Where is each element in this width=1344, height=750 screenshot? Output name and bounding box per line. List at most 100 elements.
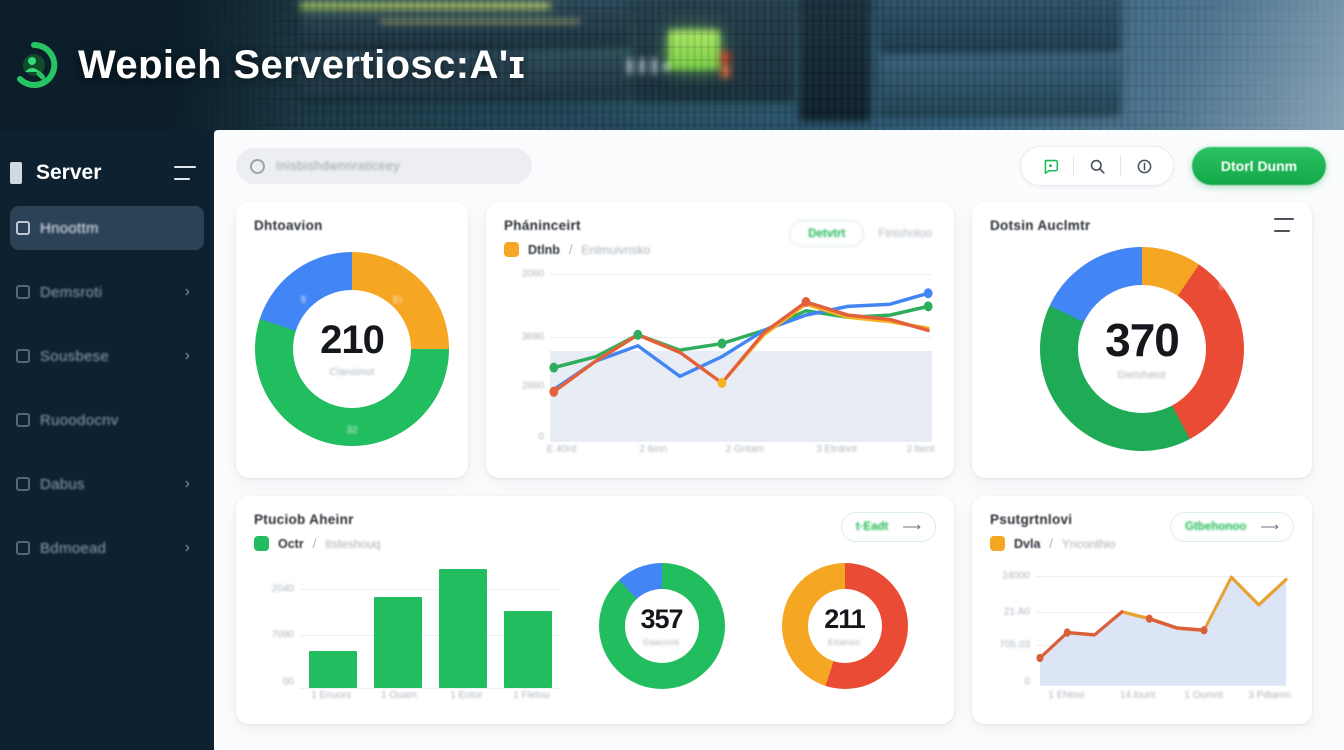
x-tick: 1 Ouam (381, 690, 417, 701)
sidebar-item-4[interactable]: Dabus › (10, 462, 204, 506)
chart-legend: Dvla / Ynconthio (990, 536, 1170, 551)
y-tick: 2060 (521, 268, 544, 280)
donut-center-value: 211 (824, 603, 866, 634)
divider (1120, 155, 1121, 177)
sidebar-item-label: Sousbese (40, 347, 110, 365)
segment-label: fi (301, 295, 306, 306)
plot-area (549, 267, 933, 442)
gauges-action-button[interactable]: t·Eadt ⟶ (840, 512, 936, 542)
usage-bar-chart[interactable]: 2040 7090 00 (254, 561, 564, 710)
y-tick: 2860 (521, 380, 544, 392)
legend-swatch-icon (504, 242, 519, 257)
x-axis: 1 Ehtovi 14.lount 1 Oumnt 3 Pdtamn (1036, 690, 1291, 710)
segment-label: 32 (346, 425, 358, 436)
x-tick: 14.lount (1119, 690, 1156, 701)
sidebar-item-label: Dabus (40, 475, 85, 493)
search-icon[interactable] (1074, 147, 1120, 185)
legend-label: Octr (278, 536, 304, 551)
donut-center-label: Clanoinut (329, 366, 375, 378)
donut-center-value: 370 (1105, 313, 1180, 366)
card-title: Psutgrtnlovi (990, 512, 1073, 527)
segment-label: ti (1219, 281, 1224, 292)
sidebar-item-5[interactable]: Bdmoead › (10, 526, 204, 570)
hamburger-icon[interactable] (174, 166, 196, 180)
chevron-right-icon: › (184, 347, 190, 364)
legend-sublabel: Ynconthio (1061, 536, 1116, 551)
bar[interactable] (503, 610, 552, 688)
card-performance: Pháninceirt Dtlnb / Entmuivnsko Detvtrt … (486, 202, 954, 478)
search-input[interactable]: Inisbishdwnnraticeey (236, 148, 532, 184)
legend-sublabel: Itsteshouq (325, 536, 381, 551)
donut-center-value: 357 (640, 603, 683, 634)
dashboard-grid: Dhtoavion 210 Clanoinut fi Ei 32 (214, 202, 1344, 740)
card-header: Dhtoavion (254, 218, 450, 233)
sidebar-item-1[interactable]: Demsroti › (10, 270, 204, 314)
bar[interactable] (308, 651, 357, 688)
chevron-right-icon: › (184, 475, 190, 492)
distribution-donut-chart[interactable]: 210 Clanoinut fi Ei 32 (254, 233, 450, 464)
x-axis: 1 Enuors 1 Ouam 1 Eotor 1 Fletnu (300, 690, 560, 710)
status-donut-chart[interactable]: 370 Dietshatot ti ti (990, 233, 1294, 464)
gauge-right-donut[interactable]: 211 Ettansic (781, 563, 908, 689)
donut-center-value: 210 (320, 317, 385, 362)
card-header: Pháninceirt Dtlnb / Entmuivnsko Detvtrt … (504, 218, 936, 257)
legend-swatch-icon (990, 536, 1005, 551)
sidebar-item-2[interactable]: Sousbese › (10, 334, 204, 378)
search-placeholder: Inisbishdwnnraticeey (276, 159, 401, 173)
plot-area (1036, 561, 1290, 688)
card-trend: Psutgrtnlovi Dvla / Ynconthio Gtbehonoo … (972, 496, 1312, 724)
app-logo-icon[interactable] (10, 41, 58, 89)
legend-separator: / (1049, 536, 1053, 551)
dashboard-row-2: Ptucіob Aheinr Octr / Itsteshouq 2040 70… (236, 496, 1326, 724)
x-tick: 3 Etrdnnt (816, 444, 857, 455)
kebab-icon[interactable] (1274, 218, 1294, 232)
card-distribution: Dhtoavion 210 Clanoinut fi Ei 32 (236, 202, 468, 478)
x-tick: 1 Fletnu (513, 690, 550, 701)
segment-label: ti (1048, 289, 1053, 300)
tab-active[interactable]: Detvtrt (789, 220, 865, 247)
tab-inactive[interactable]: Ftnishotoo (878, 227, 932, 240)
toolbar-actions: Dtorl Dunm (1020, 146, 1326, 186)
bar-group (300, 561, 560, 688)
icon-button-group (1020, 146, 1174, 186)
primary-action-button[interactable]: Dtorl Dunm (1192, 147, 1326, 185)
y-tick: 00 (282, 676, 294, 688)
sidebar-item-label: Bdmoead (40, 539, 107, 557)
search-circle-icon (250, 158, 265, 174)
chart-tab-group: Detvtrt Ftnishotoo (789, 220, 936, 247)
y-tick: 0 (1024, 676, 1030, 688)
trend-action-button[interactable]: Gtbehonoo ⟶ (1170, 512, 1294, 542)
x-tick: 1 Enuors (311, 690, 352, 701)
y-tick: 24000 (1002, 570, 1030, 582)
sidebar-item-label: Ruoodocnv (40, 411, 119, 429)
app-header: Weɒieh Servertiosc:A'ɪ (0, 0, 1344, 130)
message-icon[interactable] (1027, 147, 1073, 185)
sidebar-item-0[interactable]: Hnoottm (10, 206, 204, 250)
x-tick: 1 Ehtovi (1048, 690, 1085, 701)
gauge-left-donut[interactable]: 357 Daaconit (598, 563, 725, 689)
sidebar-title: Server (36, 161, 102, 184)
sidebar-item-3[interactable]: Ruoodocnv (10, 398, 204, 442)
gauges-header: t·Eadt ⟶ (570, 512, 936, 542)
dashboard-row-1: Dhtoavion 210 Clanoinut fi Ei 32 (236, 202, 1326, 478)
chevron-right-icon: › (184, 539, 190, 556)
info-icon[interactable] (1121, 147, 1167, 185)
chart-legend: Dtlnb / Entmuivnsko (504, 242, 789, 257)
plot-area (300, 561, 560, 689)
trend-area-chart[interactable]: 24000 21.A0 705.03 0 (990, 561, 1294, 710)
bar[interactable] (438, 568, 487, 688)
bar[interactable] (373, 596, 422, 688)
sidebar-header: Server (0, 146, 214, 200)
chevron-right-icon: › (184, 283, 190, 300)
arrow-right-icon: ⟶ (902, 519, 921, 534)
sidebar-item-label: Hnoottm (40, 219, 99, 237)
y-axis: 2040 7090 00 (254, 561, 300, 688)
button-label: t·Eadt (855, 521, 889, 533)
y-tick: 3690 (521, 331, 544, 343)
performance-line-chart[interactable]: 2060 3690 2860 0 (504, 267, 936, 464)
x-tick: E 40rd (546, 444, 577, 455)
y-tick: 21.A0 (1003, 606, 1030, 618)
box-icon (16, 349, 30, 363)
usage-section: Ptucіob Aheinr Octr / Itsteshouq 2040 70… (254, 512, 564, 710)
card-header: Dotsin Auclmtr (990, 218, 1294, 233)
